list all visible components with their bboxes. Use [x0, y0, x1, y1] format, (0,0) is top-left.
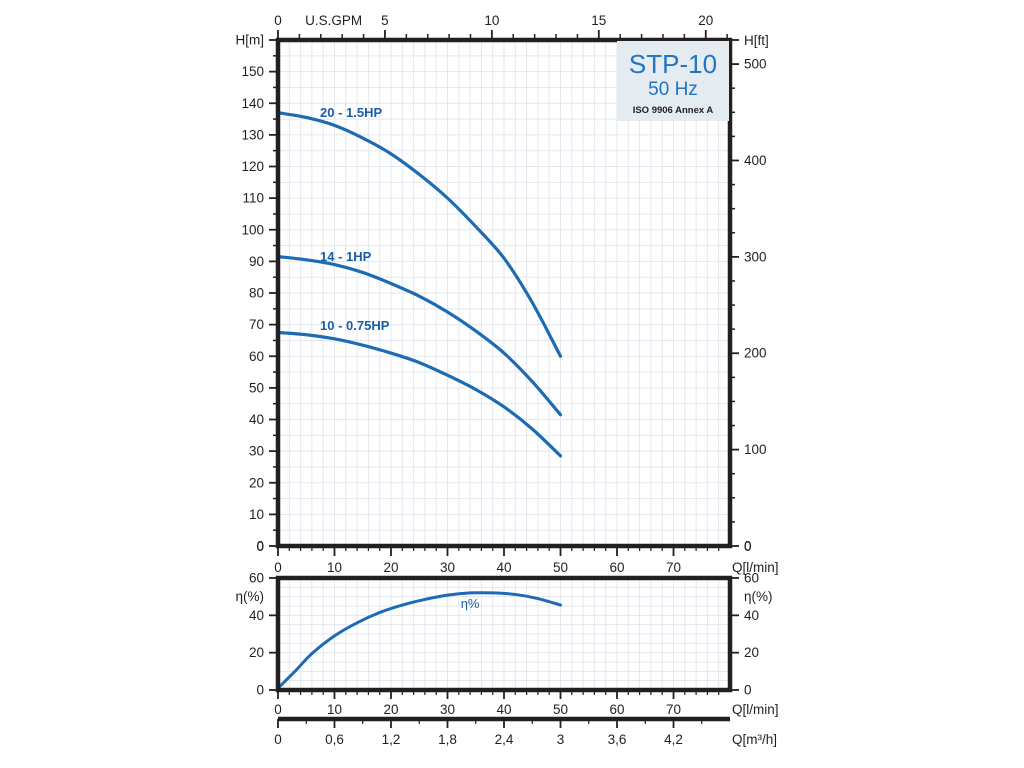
tick-label-left: 110 — [242, 191, 264, 206]
main-curves — [276, 111, 563, 458]
tick-label-right: 100 — [744, 442, 767, 457]
curve-label-1: 20 - 1.5HP — [320, 105, 382, 120]
eff-curve-group — [276, 591, 562, 690]
tick-label-m3h: 4,2 — [664, 732, 683, 747]
axis-title-right: η(%) — [744, 589, 773, 604]
tick-label-left: 140 — [241, 96, 264, 111]
head-curve-2 — [276, 255, 563, 417]
axis-title-right: H[ft] — [744, 33, 769, 48]
tick-label-bottom: 50 — [553, 702, 568, 717]
axis-title-m3h: Q[m³/h] — [732, 732, 777, 747]
tick-label-left: 60 — [249, 349, 264, 364]
title-box-background — [617, 41, 729, 121]
tick-label-left: 0 — [256, 683, 264, 698]
tick-label-m3h: 2,4 — [495, 732, 514, 747]
m3h-axis: 0 0,6 1,2 1,8 2,4 3 3,6 4,2 Q[m³/h] — [274, 716, 777, 747]
tick-label-bottom: 60 — [609, 702, 624, 717]
tick-label-right: 400 — [744, 153, 767, 168]
standard-label: ISO 9906 Annex A — [633, 105, 714, 116]
axis-title-left: η(%) — [235, 589, 264, 604]
head-curve-1 — [276, 111, 563, 358]
tick-label-left: 40 — [249, 412, 264, 427]
tick-label-bottom: 60 — [609, 560, 624, 575]
tick-label-right: 40 — [744, 608, 759, 623]
tick-label-left: 60 — [249, 571, 264, 586]
tick-label-bottom: 30 — [440, 702, 455, 717]
tick-label-m3h: 0 — [274, 732, 282, 747]
tick-label-bottom: 40 — [496, 560, 511, 575]
eff-grid — [278, 578, 730, 690]
efficiency-curve — [276, 591, 562, 690]
axis-title-left: H[m] — [236, 33, 265, 48]
tick-label-bottom: 20 — [383, 560, 398, 575]
tick-label-m3h: 3,6 — [608, 732, 627, 747]
tick-label-m3h: 1,2 — [382, 732, 401, 747]
tick-label-m3h: 0,6 — [325, 732, 344, 747]
eff-axes — [269, 575, 739, 699]
efficiency-chart: 0 20 40 60 0 20 40 60 η(%) η(%) η% 0 10 20 30 40 50 60 70 Q… — [235, 571, 778, 718]
tick-label-top: 15 — [591, 13, 606, 28]
tick-label-left: 10 — [249, 507, 264, 522]
tick-label-bottom: 20 — [383, 702, 398, 717]
tick-label-right: 60 — [744, 571, 759, 586]
tick-label-right: 0 — [744, 683, 752, 698]
tick-label-left: 80 — [249, 286, 264, 301]
tick-label-m3h: 1,8 — [438, 732, 457, 747]
tick-label-bottom: 70 — [666, 702, 681, 717]
tick-label-bottom: 0 — [274, 702, 282, 717]
main-axes — [269, 30, 739, 556]
frequency-label: 50 Hz — [648, 79, 698, 100]
axis-title-bottom: Q[l/min] — [732, 702, 779, 717]
tick-label-left: 90 — [249, 254, 264, 269]
tick-label-left: 20 — [249, 645, 264, 660]
tick-label-left: 70 — [249, 317, 264, 332]
tick-label-bottom: 70 — [666, 560, 681, 575]
eff-labels: 0 20 40 60 0 20 40 60 η(%) η(%) η% 0 10 20 30 40 50 60 70 Q… — [235, 571, 778, 718]
tick-label-left: 120 — [241, 159, 264, 174]
tick-label-right-zero-dup: 0 — [744, 539, 752, 554]
tick-label-left: 30 — [249, 444, 264, 459]
curve-label-3: 10 - 0.75HP — [320, 318, 390, 333]
main-grid — [278, 40, 730, 546]
title-box: STP-10 50 Hz ISO 9906 Annex A — [617, 41, 729, 121]
tick-label-top: 0 — [274, 13, 282, 28]
tick-label-bottom: 50 — [553, 560, 568, 575]
tick-label-left: 130 — [241, 127, 264, 142]
tick-label-top: 20 — [698, 13, 713, 28]
tick-label-bottom: 40 — [496, 702, 511, 717]
tick-label-left-zero-dup: 0 — [256, 539, 264, 554]
model-name: STP-10 — [629, 49, 717, 79]
tick-label-right: 300 — [744, 249, 767, 264]
tick-label-left: 150 — [241, 64, 264, 79]
curve-label-2: 14 - 1HP — [320, 249, 372, 264]
efficiency-curve-label: η% — [461, 596, 480, 611]
tick-label-bottom: 10 — [327, 560, 342, 575]
tick-label-left: 40 — [249, 608, 264, 623]
tick-label-left: 50 — [249, 380, 264, 395]
axis-title-bottom: Q[l/min] — [732, 560, 779, 575]
tick-label-right: 200 — [744, 346, 767, 361]
tick-label-right: 0 — [744, 539, 752, 554]
axis-title-top: U.S.GPM — [305, 13, 362, 28]
tick-label-m3h: 3 — [557, 732, 565, 747]
tick-label-left: 100 — [241, 222, 264, 237]
tick-label-right: 500 — [744, 57, 767, 72]
tick-label-bottom: 10 — [327, 702, 342, 717]
tick-label-left: 0 — [256, 539, 264, 554]
tick-label-right: 20 — [744, 645, 759, 660]
tick-label-bottom: 0 — [274, 560, 282, 575]
head-curve-3 — [276, 330, 563, 458]
tick-label-top: 10 — [484, 13, 499, 28]
tick-label-top: 5 — [381, 13, 389, 28]
tick-label-left: 20 — [249, 475, 264, 490]
tick-label-bottom: 30 — [440, 560, 455, 575]
